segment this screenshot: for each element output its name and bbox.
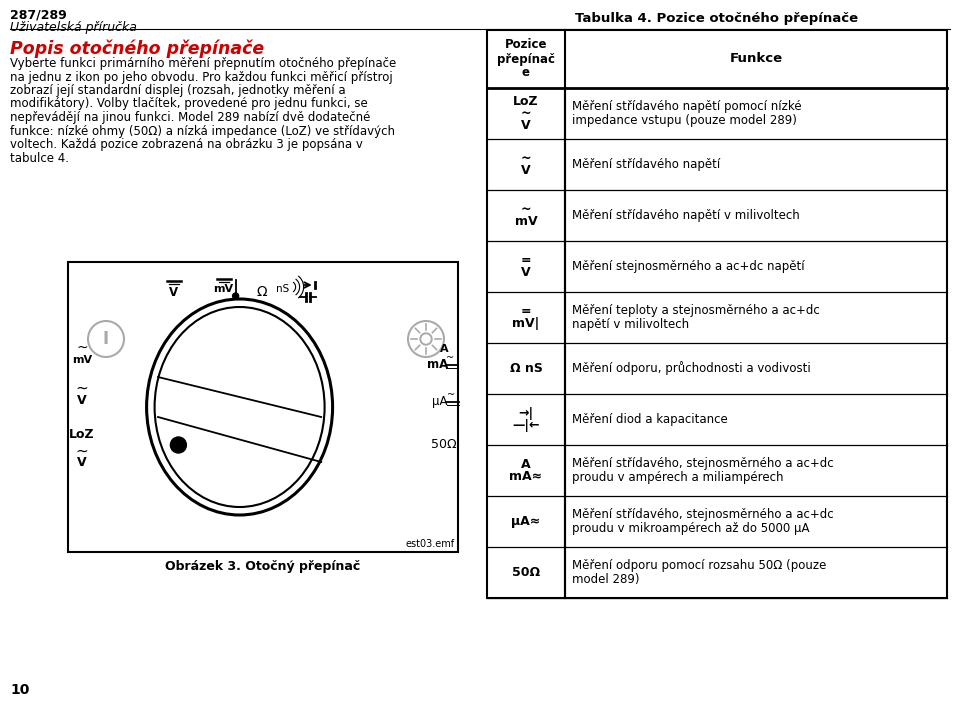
Circle shape xyxy=(88,321,124,357)
Text: Měření odporu, průchodnosti a vodivosti: Měření odporu, průchodnosti a vodivosti xyxy=(572,361,811,375)
Text: Měření střídavého, stejnosměrného a ac+dc
proudu v ampérech a miliampérech: Měření střídavého, stejnosměrného a ac+d… xyxy=(572,457,833,484)
Text: ~
V: ~ V xyxy=(520,152,531,177)
Bar xyxy=(68,262,458,552)
Text: Měření střídavého napětí pomocí nízké
impedance vstupu (pouze model 289): Měření střídavého napětí pomocí nízké im… xyxy=(572,100,802,127)
Text: Měření střídavého napětí: Měření střídavého napětí xyxy=(572,158,720,171)
Text: ~: ~ xyxy=(76,380,88,395)
Text: ~: ~ xyxy=(76,443,88,459)
Text: A
mA≈: A mA≈ xyxy=(510,458,542,483)
Text: Měření stejnosměrného a ac+dc napětí: Měření stejnosměrného a ac+dc napětí xyxy=(572,260,804,273)
Text: est03.emf: est03.emf xyxy=(406,539,455,549)
Text: Měření střídavého napětí v milivoltech: Měření střídavého napětí v milivoltech xyxy=(572,209,800,222)
Text: A: A xyxy=(440,344,448,354)
Text: ~: ~ xyxy=(76,341,87,355)
Text: 50Ω: 50Ω xyxy=(431,438,457,452)
Circle shape xyxy=(420,333,432,345)
Text: ~
mV: ~ mV xyxy=(515,203,538,228)
Text: nS: nS xyxy=(276,284,289,294)
Text: mA: mA xyxy=(427,358,448,371)
Circle shape xyxy=(170,437,186,453)
Text: Měření odporu pomocí rozsahu 50Ω (pouze
model 289): Měření odporu pomocí rozsahu 50Ω (pouze … xyxy=(572,559,827,586)
Text: 10: 10 xyxy=(10,683,30,697)
Text: Měření diod a kapacitance: Měření diod a kapacitance xyxy=(572,413,728,426)
Text: zobrazí její standardní displej (rozsah, jednotky měření a: zobrazí její standardní displej (rozsah,… xyxy=(10,84,346,97)
Text: μA≈: μA≈ xyxy=(512,515,540,528)
Text: voltech. Každá pozice zobrazená na obrázku 3 je popsána v: voltech. Každá pozice zobrazená na obráz… xyxy=(10,138,363,151)
Text: na jednu z ikon po jeho obvodu. Pro každou funkci měřicí přístroj: na jednu z ikon po jeho obvodu. Pro každ… xyxy=(10,71,393,83)
Text: Měření teploty a stejnosměrného a ac+dc
napětí v milivoltech: Měření teploty a stejnosměrného a ac+dc … xyxy=(572,304,820,331)
Text: I: I xyxy=(103,330,109,348)
Text: nepřevádějí na jinou funkci. Model 289 nabízí dvě dodatečné: nepřevádějí na jinou funkci. Model 289 n… xyxy=(10,111,371,124)
Text: Obrázek 3. Otočný přepínač: Obrázek 3. Otočný přepínač xyxy=(165,560,361,573)
Text: =
V: = V xyxy=(520,254,531,279)
Text: Pozice
přepínač
e: Pozice přepínač e xyxy=(497,38,555,79)
Text: →|
—|←: →| —|← xyxy=(513,407,540,432)
Text: ~: ~ xyxy=(446,353,454,363)
Text: modifikátory). Volby tlačítek, provedené pro jednu funkci, se: modifikátory). Volby tlačítek, provedené… xyxy=(10,98,368,110)
Text: ~: ~ xyxy=(447,390,455,400)
Text: Ω nS: Ω nS xyxy=(510,362,542,375)
Text: mV: mV xyxy=(72,355,92,365)
Text: V: V xyxy=(77,394,86,407)
Circle shape xyxy=(408,321,444,357)
Text: V: V xyxy=(169,286,179,299)
Text: 50Ω: 50Ω xyxy=(512,566,540,579)
Circle shape xyxy=(422,335,430,343)
Text: 287/289: 287/289 xyxy=(10,9,67,22)
Ellipse shape xyxy=(147,299,332,515)
Text: Ω: Ω xyxy=(256,285,267,299)
Text: Tabulka 4. Pozice otočného přepínače: Tabulka 4. Pozice otočného přepínače xyxy=(575,12,858,25)
Bar xyxy=(487,30,947,598)
Text: Měření střídavého, stejnosměrného a ac+dc
proudu v mikroampérech až do 5000 μA: Měření střídavého, stejnosměrného a ac+d… xyxy=(572,508,833,535)
Text: Vyberte funkci primárního měření přepnutím otočného přepínače: Vyberte funkci primárního měření přepnut… xyxy=(10,57,396,70)
Text: =
mV|: = mV| xyxy=(513,305,540,330)
Text: μA: μA xyxy=(432,395,447,409)
Text: Funkce: Funkce xyxy=(730,52,782,66)
Text: Uživatelská příručka: Uživatelská příručka xyxy=(10,21,137,34)
Text: funkce: nízké ohmy (50Ω) a nízká impedance (LoZ) ve střídavých: funkce: nízké ohmy (50Ω) a nízká impedan… xyxy=(10,124,395,137)
Text: Popis otočného přepínače: Popis otočného přepínače xyxy=(10,39,264,57)
Text: LoZ: LoZ xyxy=(69,428,95,441)
Text: tabulce 4.: tabulce 4. xyxy=(10,151,69,165)
Text: mV: mV xyxy=(213,284,233,294)
Text: V: V xyxy=(77,457,86,469)
Text: LoZ
~
V: LoZ ~ V xyxy=(514,95,539,132)
Circle shape xyxy=(232,293,239,299)
Ellipse shape xyxy=(155,307,324,507)
